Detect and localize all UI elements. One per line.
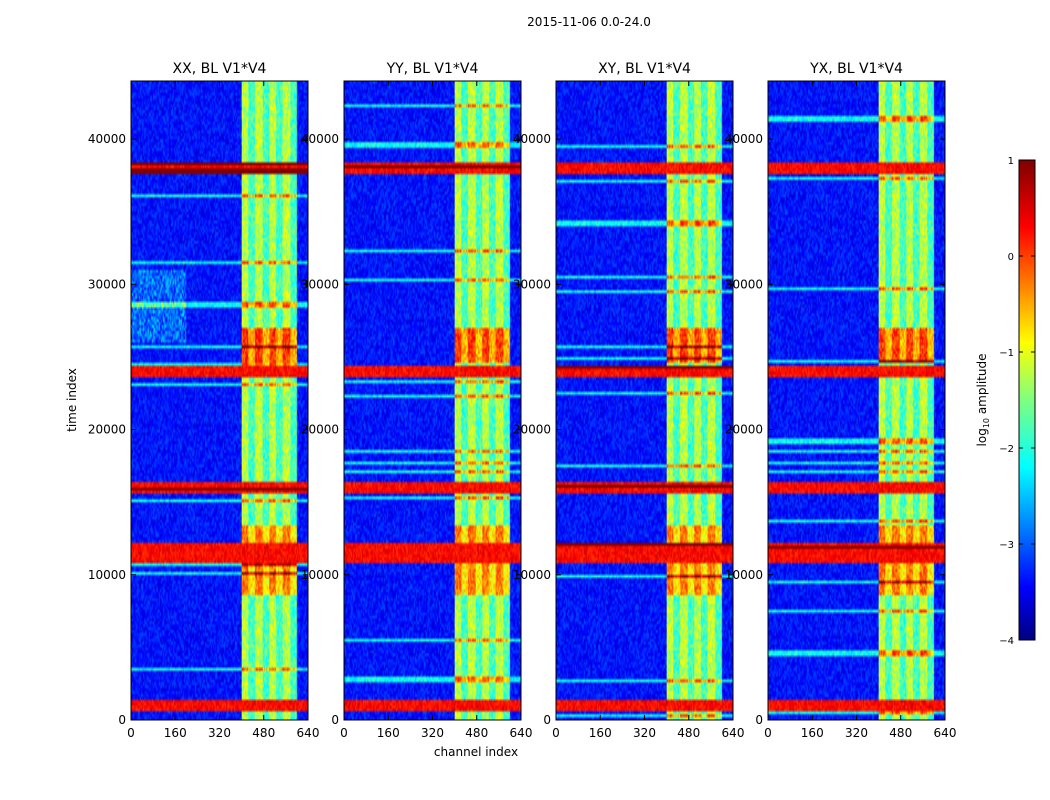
y-tick-label: 0 <box>118 713 126 727</box>
y-tick-label: 40000 <box>725 132 763 146</box>
y-tick-label: 40000 <box>301 132 339 146</box>
panel-1: XX, BL V1*V4 0 160 320 480 640 0 10000 20000 3000… <box>88 61 320 740</box>
colorbar-tick-label: −1 <box>999 348 1014 359</box>
y-tick-label: 20000 <box>513 423 551 437</box>
y-tick-label: 20000 <box>725 423 763 437</box>
y-tick-label: 0 <box>543 713 551 727</box>
x-tick-label: 0 <box>764 726 772 740</box>
heatmap-image <box>556 81 733 720</box>
panel-title: XY, BL V1*V4 <box>598 61 691 77</box>
colorbar-tick-label: 0 <box>1008 252 1014 263</box>
heatmap-image <box>768 81 945 720</box>
x-tick-label: 320 <box>208 726 231 740</box>
x-tick-label: 320 <box>421 726 444 740</box>
y-tick-label: 10000 <box>513 568 551 582</box>
colorbar-label-suffix: amplitude <box>975 354 989 418</box>
x-axis-label: channel index <box>434 745 518 759</box>
y-tick-label: 40000 <box>88 132 126 146</box>
panel-title: YX, BL V1*V4 <box>809 61 903 77</box>
y-tick-label: 10000 <box>301 568 339 582</box>
x-tick-label: 160 <box>589 726 612 740</box>
colorbar-tick-label: 1 <box>1008 156 1014 167</box>
colorbar-tick-label: −4 <box>999 636 1014 647</box>
x-tick-label: 320 <box>633 726 656 740</box>
y-tick-label: 30000 <box>88 277 126 291</box>
y-tick-label: 20000 <box>301 423 339 437</box>
x-tick-label: 480 <box>677 726 700 740</box>
x-tick-label: 160 <box>377 726 400 740</box>
y-tick-label: 0 <box>331 713 339 727</box>
heatmap-image <box>131 81 308 720</box>
colorbar-label: log10 amplitude <box>975 354 991 447</box>
x-tick-label: 320 <box>845 726 868 740</box>
y-tick-label: 40000 <box>513 132 551 146</box>
y-tick-label: 0 <box>755 713 763 727</box>
x-tick-label: 480 <box>889 726 912 740</box>
x-tick-label: 480 <box>465 726 488 740</box>
x-tick-label: 160 <box>801 726 824 740</box>
y-tick-label: 30000 <box>301 277 339 291</box>
x-tick-label: 640 <box>934 726 957 740</box>
x-tick-label: 0 <box>340 726 348 740</box>
x-tick-label: 0 <box>127 726 135 740</box>
colorbar: 1 0 −1 −2 −3 −4 <box>999 156 1036 647</box>
y-tick-label: 10000 <box>725 568 763 582</box>
x-tick-label: 640 <box>510 726 533 740</box>
y-tick-label: 30000 <box>725 277 763 291</box>
colorbar-tick-label: −2 <box>999 444 1014 455</box>
panel-title: YY, BL V1*V4 <box>386 61 479 77</box>
x-tick-label: 640 <box>297 726 320 740</box>
colorbar-gradient <box>1018 159 1036 641</box>
colorbar-tick-label: −3 <box>999 540 1014 551</box>
y-axis-label: time index <box>65 368 79 432</box>
panel-title: XX, BL V1*V4 <box>173 61 267 77</box>
y-tick-label: 30000 <box>513 277 551 291</box>
panel-2: YY, BL V1*V4 0 160 320 480 640 0 10000 20000 3000… <box>301 61 533 740</box>
x-tick-label: 640 <box>722 726 745 740</box>
figure-suptitle: 2015-11-06 0.0-24.0 <box>527 15 651 29</box>
x-tick-label: 480 <box>252 726 275 740</box>
y-tick-label: 10000 <box>88 568 126 582</box>
colorbar-label-prefix: log <box>975 428 989 446</box>
x-tick-label: 0 <box>552 726 560 740</box>
x-tick-label: 160 <box>164 726 187 740</box>
panel-4: YX, BL V1*V4 0 160 320 480 640 0 10000 20000 3000… <box>725 61 957 740</box>
y-tick-label: 20000 <box>88 423 126 437</box>
panels: XX, BL V1*V4 0 160 320 480 640 0 10000 20000 3000… <box>88 61 957 740</box>
colorbar-label-sub: 10 <box>982 418 991 428</box>
heatmap-image <box>344 81 521 720</box>
panel-3: XY, BL V1*V4 0 160 320 480 640 0 10000 20000 3000… <box>513 61 745 740</box>
